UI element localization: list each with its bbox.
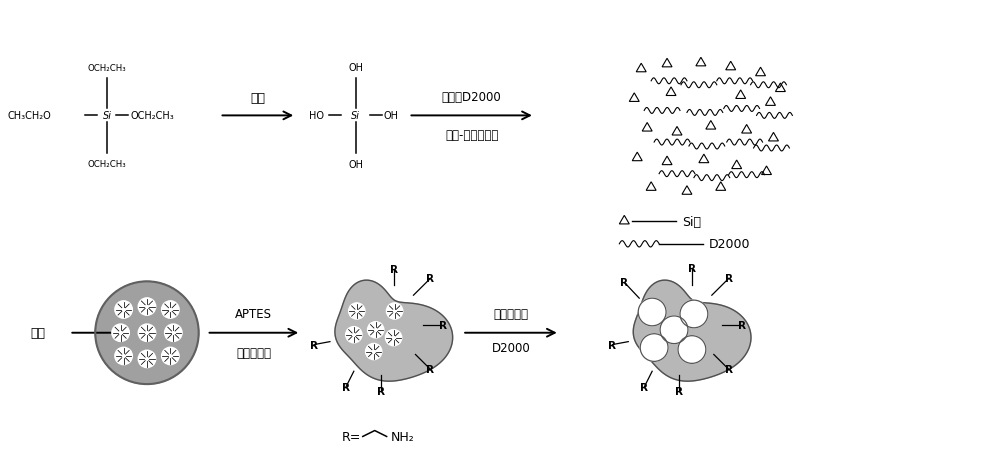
Circle shape	[638, 298, 666, 326]
Text: OCH₂CH₃: OCH₂CH₃	[130, 111, 174, 121]
Circle shape	[678, 336, 706, 364]
Text: 有机-无机自组装: 有机-无机自组装	[445, 129, 498, 142]
Text: D2000: D2000	[709, 238, 750, 251]
Text: R: R	[310, 340, 318, 350]
Circle shape	[138, 351, 156, 368]
Circle shape	[349, 303, 365, 319]
Text: NH₂: NH₂	[391, 430, 414, 443]
Circle shape	[162, 347, 179, 365]
Text: R: R	[377, 386, 385, 396]
Text: Si: Si	[351, 111, 360, 121]
Polygon shape	[633, 280, 751, 381]
Text: R: R	[675, 386, 683, 396]
Text: R: R	[608, 340, 616, 350]
Text: R: R	[738, 320, 746, 330]
Text: R: R	[640, 382, 648, 392]
Text: CH₃CH₂O: CH₃CH₂O	[8, 111, 52, 121]
Circle shape	[385, 330, 402, 346]
Text: R: R	[725, 364, 733, 375]
Circle shape	[368, 322, 384, 338]
Circle shape	[366, 344, 382, 360]
Circle shape	[660, 316, 688, 344]
Text: HO: HO	[309, 111, 324, 121]
Text: OCH₂CH₃: OCH₂CH₃	[88, 160, 127, 168]
Circle shape	[138, 298, 156, 315]
Text: R: R	[439, 320, 447, 330]
Text: 缩聚: 缩聚	[30, 326, 45, 340]
Text: 模板剂D2000: 模板剂D2000	[442, 90, 502, 103]
Text: R: R	[725, 274, 733, 284]
Text: 水解: 水解	[250, 91, 265, 104]
Text: Si源: Si源	[682, 215, 701, 228]
Circle shape	[162, 301, 179, 319]
Text: R: R	[390, 264, 398, 274]
Text: R: R	[342, 382, 350, 392]
Circle shape	[386, 303, 403, 319]
Circle shape	[115, 301, 132, 319]
Circle shape	[165, 325, 182, 341]
Text: R: R	[426, 274, 434, 284]
Circle shape	[95, 282, 199, 384]
Text: OH: OH	[348, 160, 363, 169]
Text: R: R	[620, 278, 628, 288]
Circle shape	[112, 325, 129, 341]
Polygon shape	[335, 280, 453, 381]
Text: D2000: D2000	[492, 341, 530, 354]
Text: R: R	[688, 263, 696, 273]
Text: R=: R=	[341, 430, 361, 443]
Text: OH: OH	[348, 63, 363, 73]
Text: Si: Si	[103, 111, 112, 121]
Text: OCH₂CH₃: OCH₂CH₃	[88, 64, 127, 73]
Circle shape	[138, 325, 156, 341]
Text: 外表面修饰: 外表面修饰	[236, 346, 271, 359]
Text: R: R	[426, 364, 434, 375]
Circle shape	[346, 327, 362, 343]
Circle shape	[115, 347, 132, 365]
Text: 除去模板剂: 除去模板剂	[493, 307, 528, 320]
Text: OH: OH	[384, 111, 399, 121]
Text: APTES: APTES	[235, 307, 272, 320]
Circle shape	[640, 334, 668, 362]
Circle shape	[680, 301, 708, 328]
